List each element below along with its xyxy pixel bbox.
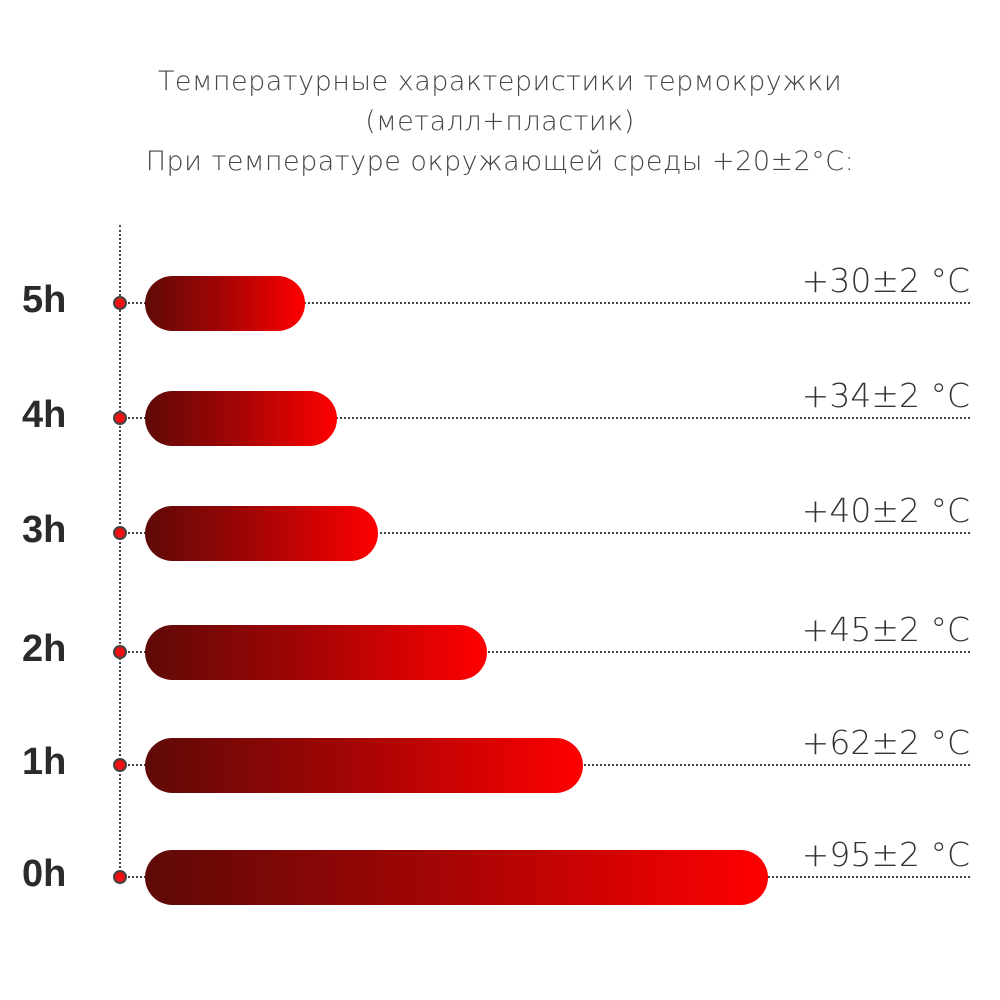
row-guide-line bbox=[120, 302, 970, 304]
category-label: 3h bbox=[22, 509, 67, 551]
row-guide-line bbox=[120, 532, 970, 534]
axis-marker-dot bbox=[113, 870, 127, 884]
category-label: 1h bbox=[22, 741, 67, 783]
axis-marker-dot bbox=[113, 526, 127, 540]
axis-marker-dot bbox=[113, 411, 127, 425]
value-label: +30±2 °C bbox=[801, 261, 970, 300]
category-label: 0h bbox=[22, 853, 67, 895]
bar-0h bbox=[145, 850, 768, 905]
value-label: +62±2 °C bbox=[801, 723, 970, 762]
value-label: +45±2 °C bbox=[801, 610, 970, 649]
value-label: +95±2 °C bbox=[801, 835, 970, 874]
chart-title-line-1: Температурные характеристики термокружки bbox=[157, 66, 843, 97]
category-label: 5h bbox=[22, 279, 67, 321]
row-guide-line bbox=[120, 417, 970, 419]
axis-marker-dot bbox=[113, 758, 127, 772]
category-label: 4h bbox=[22, 394, 67, 436]
chart-title-line-2: (металл+пластик) bbox=[365, 106, 635, 137]
bar-3h bbox=[145, 506, 378, 561]
axis-marker-dot bbox=[113, 296, 127, 310]
bar-4h bbox=[145, 391, 337, 446]
chart-title-line-3: При температуре окружающей среды +20±2°C… bbox=[145, 146, 855, 177]
row-guide-line bbox=[120, 651, 970, 653]
axis-marker-dot bbox=[113, 645, 127, 659]
category-label: 2h bbox=[22, 628, 67, 670]
bar-1h bbox=[145, 738, 583, 793]
time-axis-line bbox=[119, 225, 121, 880]
bar-2h bbox=[145, 625, 487, 680]
bar-5h bbox=[145, 276, 305, 331]
value-label: +34±2 °C bbox=[801, 376, 970, 415]
value-label: +40±2 °C bbox=[801, 491, 970, 530]
